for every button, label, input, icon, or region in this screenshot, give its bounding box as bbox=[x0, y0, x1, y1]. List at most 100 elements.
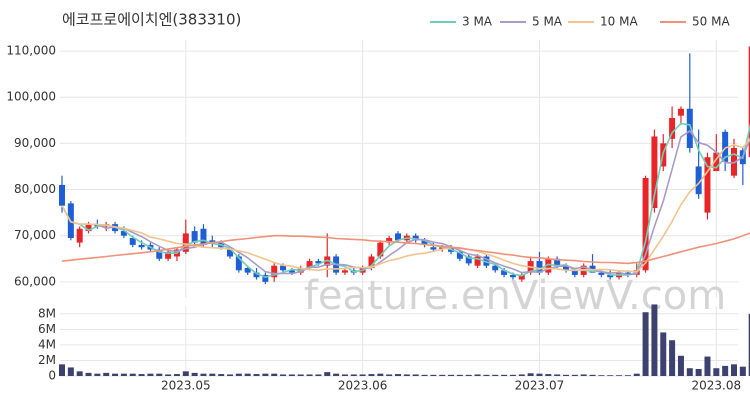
candle-body bbox=[191, 231, 198, 243]
y-tick-label: 6M bbox=[38, 322, 56, 336]
volume-bar bbox=[412, 374, 419, 376]
y-tick-label: 100,000 bbox=[6, 90, 56, 104]
volume-bar bbox=[421, 374, 428, 376]
volume-bar bbox=[200, 373, 207, 376]
volume-bar bbox=[129, 373, 136, 376]
y-tick-label: 4M bbox=[38, 337, 56, 351]
candle-body bbox=[288, 270, 295, 273]
volume-bar bbox=[209, 373, 216, 376]
candle-body bbox=[722, 131, 729, 162]
volume-bar bbox=[731, 364, 737, 376]
volume-bar bbox=[554, 374, 561, 376]
candle-body bbox=[509, 274, 516, 278]
volume-bar bbox=[474, 374, 481, 376]
volume-bar bbox=[713, 368, 720, 376]
candle-body bbox=[713, 152, 720, 172]
volume-bar bbox=[660, 332, 667, 376]
candle-body bbox=[474, 256, 481, 266]
candle-body bbox=[421, 240, 428, 245]
candle-body bbox=[695, 166, 702, 195]
legend-label: 50 MA bbox=[692, 15, 730, 29]
volume-bar bbox=[280, 374, 287, 376]
candle-body bbox=[456, 251, 463, 259]
candle-body bbox=[182, 233, 189, 252]
volume-bar bbox=[598, 375, 605, 376]
volume-bar bbox=[669, 340, 676, 376]
volume-bar bbox=[527, 373, 534, 376]
candle-body bbox=[607, 274, 614, 278]
candle-body bbox=[200, 228, 207, 245]
y-tick-label: 70,000 bbox=[14, 228, 56, 242]
volume-plot-area bbox=[60, 306, 738, 376]
candle-body bbox=[209, 240, 216, 243]
candle-body bbox=[244, 268, 251, 273]
y-tick-label: 2M bbox=[38, 353, 56, 367]
candle-body bbox=[430, 247, 437, 250]
volume-bar bbox=[350, 374, 357, 376]
volume-bar bbox=[492, 374, 499, 376]
candle-body bbox=[315, 261, 322, 264]
volume-bar bbox=[501, 374, 508, 376]
volume-bar bbox=[607, 375, 614, 376]
volume-bar bbox=[571, 374, 578, 376]
candle-body bbox=[85, 224, 92, 232]
volume-bar bbox=[262, 373, 269, 376]
candle-body bbox=[138, 244, 145, 248]
volume-bar bbox=[297, 374, 304, 376]
legend-label: 3 MA bbox=[462, 15, 493, 29]
volume-bar bbox=[94, 373, 101, 376]
candle-body bbox=[235, 256, 242, 271]
volume-bar bbox=[218, 374, 225, 376]
volume-bar bbox=[430, 374, 437, 376]
candle-body bbox=[642, 178, 649, 271]
candle-body bbox=[412, 235, 419, 241]
volume-bar bbox=[138, 374, 145, 376]
candle-body bbox=[341, 270, 348, 273]
volume-bar bbox=[85, 372, 92, 376]
candle-body bbox=[120, 231, 127, 236]
candle-body bbox=[368, 256, 375, 268]
candle-body bbox=[156, 249, 163, 259]
volume-bar bbox=[686, 368, 693, 376]
candle-body bbox=[686, 108, 693, 148]
volume-bar bbox=[341, 374, 348, 376]
volume-bar bbox=[156, 373, 163, 376]
volume-bar bbox=[324, 372, 331, 376]
volume-bar bbox=[306, 374, 313, 376]
chart-title: 에코프로에이치엔(383310) bbox=[62, 11, 241, 29]
y-tick-label: 8M bbox=[38, 306, 56, 320]
volume-bar bbox=[395, 374, 401, 376]
volume-bar bbox=[704, 356, 711, 376]
volume-bar bbox=[518, 374, 525, 376]
volume-bar bbox=[120, 373, 127, 376]
candle-body bbox=[501, 270, 508, 275]
volume-bar bbox=[103, 372, 110, 376]
volume-bar bbox=[403, 374, 410, 376]
candle-body bbox=[377, 242, 384, 257]
volume-bar bbox=[448, 374, 455, 376]
volume-bar bbox=[112, 373, 119, 376]
y-tick-label: 110,000 bbox=[6, 44, 56, 58]
candle-body bbox=[306, 261, 313, 268]
volume-bar bbox=[748, 313, 750, 376]
volume-bar bbox=[509, 374, 516, 376]
candle-body bbox=[748, 46, 750, 158]
volume-bar bbox=[235, 373, 242, 376]
volume-bar bbox=[359, 374, 366, 376]
volume-bar bbox=[147, 373, 154, 376]
candle-body bbox=[536, 261, 543, 273]
volume-bar bbox=[76, 371, 83, 376]
volume-bar bbox=[288, 374, 295, 376]
volume-bar bbox=[67, 367, 74, 376]
volume-bar bbox=[227, 374, 233, 376]
volume-bar bbox=[739, 366, 746, 376]
candle-body bbox=[677, 108, 684, 116]
candle-body bbox=[76, 228, 83, 243]
x-tick-label: 2023.06 bbox=[338, 379, 388, 393]
volume-bar bbox=[695, 369, 702, 376]
candle-body bbox=[563, 265, 569, 271]
volume-bar bbox=[563, 374, 569, 376]
candle-body bbox=[545, 258, 552, 273]
candle-body bbox=[165, 251, 172, 259]
